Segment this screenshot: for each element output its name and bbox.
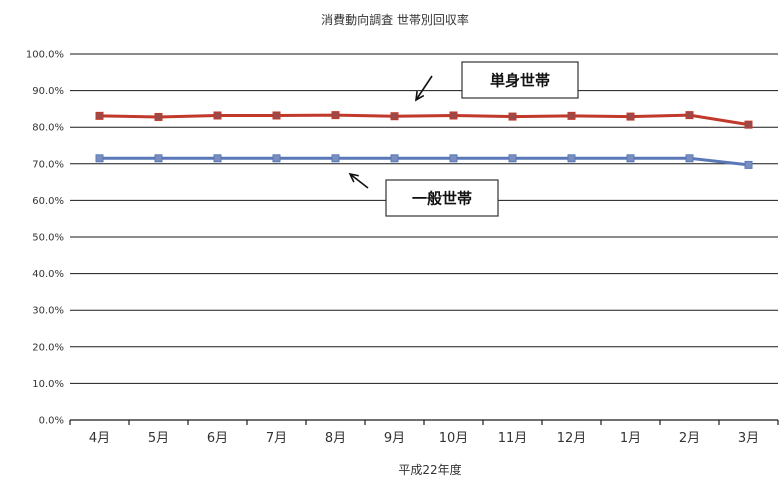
series-callout: 一般世帯 [348, 172, 499, 217]
data-point [390, 112, 399, 121]
x-tick-label: 10月 [439, 431, 469, 446]
y-tick-label: 100.0% [26, 50, 64, 61]
data-point [744, 160, 753, 169]
y-tick-label: 70.0% [32, 159, 64, 170]
data-point [567, 154, 576, 163]
x-tick-label: 2月 [679, 431, 700, 446]
y-tick-label: 40.0% [32, 269, 64, 280]
data-point [449, 111, 458, 120]
y-tick-label: 60.0% [32, 196, 64, 207]
series-callout: 単身世帯 [415, 61, 579, 102]
arrow-icon [415, 75, 433, 101]
y-tick-label: 80.0% [32, 123, 64, 134]
y-tick-label: 20.0% [32, 342, 64, 353]
x-tick-label: 3月 [738, 431, 759, 446]
data-point [744, 120, 753, 129]
data-point [154, 154, 163, 163]
data-point [685, 111, 694, 120]
callout-label: 単身世帯 [490, 72, 550, 90]
data-point [626, 154, 635, 163]
chart-title: 消費動向調査 世帯別回収率 [321, 12, 469, 27]
data-point [272, 154, 281, 163]
y-tick-label: 90.0% [32, 86, 64, 97]
series-line-0 [99, 113, 749, 127]
data-point [331, 111, 340, 120]
x-tick-label: 8月 [325, 431, 346, 446]
data-point [390, 154, 399, 163]
series-layer [95, 111, 753, 169]
data-point [567, 111, 576, 120]
data-point [626, 112, 635, 121]
data-point [508, 112, 517, 121]
x-axis-label: 平成22年度 [398, 462, 461, 477]
data-point [685, 154, 694, 163]
data-point [95, 111, 104, 120]
x-tick-label: 11月 [498, 431, 528, 446]
data-point [272, 111, 281, 120]
callout-box [461, 61, 579, 99]
y-tick-label: 30.0% [32, 306, 64, 317]
series-line-1 [99, 156, 749, 167]
grid-layer [70, 53, 778, 421]
y-tick-label: 50.0% [32, 233, 64, 244]
data-point [331, 154, 340, 163]
y-tick-label: 0.0% [39, 416, 64, 427]
arrow-head-icon [415, 91, 425, 102]
data-point [95, 154, 104, 163]
data-point [449, 154, 458, 163]
callout-box [385, 179, 499, 217]
arrow-head-icon [348, 172, 359, 183]
arrow-icon [349, 173, 369, 189]
data-point [508, 154, 517, 163]
data-point [213, 111, 222, 120]
x-tick-label: 6月 [207, 431, 228, 446]
callout-label: 一般世帯 [412, 190, 472, 208]
x-tick-label: 7月 [266, 431, 287, 446]
x-tick-label: 5月 [148, 431, 169, 446]
data-point [213, 154, 222, 163]
data-point [154, 112, 163, 121]
axis-layer: 0.0% 10.0% 20.0% 30.0% 40.0% 50.0% 60.0% 70.0% 8… [26, 50, 779, 446]
x-tick-label: 9月 [384, 431, 405, 446]
x-tick-label: 12月 [557, 431, 587, 446]
x-tick-label: 1月 [620, 431, 641, 446]
x-tick-label: 4月 [89, 431, 110, 446]
y-tick-label: 10.0% [32, 379, 64, 390]
